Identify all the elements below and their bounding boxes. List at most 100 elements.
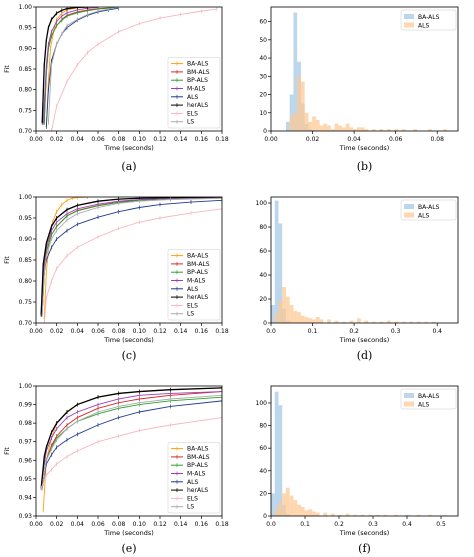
x-tick-label: 0.0 [266,521,276,528]
legend-label: ELS [187,302,198,309]
legend-label: ELS [187,110,198,117]
legend-label: LS [187,311,194,318]
legend-label: BA-ALS [187,61,209,68]
histogram-bar [394,129,399,131]
y-axis-label: Fit [3,447,11,455]
y-tick-label: 0.90 [19,45,33,52]
x-axis-label: Time (seconds) [339,336,390,344]
legend-label: ALS [418,402,429,409]
x-axis-label: Time (seconds) [339,529,390,537]
x-axis-label: Time (seconds) [103,144,154,152]
y-tick-label: 1.00 [19,383,33,390]
x-tick-label: 0.08 [431,136,445,143]
legend-label: ALS [418,213,429,220]
panel-caption: (f) [358,542,371,555]
histogram-bar [289,305,294,323]
legend-box [167,442,221,514]
x-tick-label: 0.16 [195,521,209,528]
histogram-bar [371,129,376,131]
y-tick-label: 80 [259,423,267,430]
legend-label: herALS [187,102,208,109]
y-tick-label: 0.90 [19,236,33,243]
histogram-bar [297,76,301,131]
histogram-bar [304,112,309,131]
x-tick-label: 0.14 [174,328,188,335]
histogram-bar [357,127,361,131]
histogram-bar [278,301,283,323]
histogram-bar [405,514,410,516]
histogram-bar [428,129,432,131]
histogram-bar [315,120,320,131]
histogram-bar [289,116,294,131]
histogram-bar [353,514,358,516]
y-tick-label: 40 [259,468,267,475]
histogram-bar [278,405,283,516]
legend-label: ALS [187,94,198,101]
y-tick-label: 0.80 [19,87,33,94]
x-tick-label: 0.12 [153,328,167,335]
legend-box [167,57,221,129]
y-tick-label: 100 [256,400,268,407]
y-axis-label: Fit [3,256,11,264]
histogram-bar [285,296,290,323]
panel-caption: (a) [121,160,136,173]
y-tick-label: 50 [259,37,267,44]
y-tick-label: 0.99 [19,402,33,409]
histogram-bar [375,514,380,516]
histogram-bar [319,125,324,131]
y-tick-label: 0.96 [19,457,33,464]
histogram-bar [424,321,429,323]
x-tick-label: 0.08 [112,136,126,143]
histogram-bar [327,125,331,131]
legend-label: BP-ALS [187,77,208,84]
x-tick-label: 0.08 [112,328,126,335]
y-tick-label: 0.95 [19,25,33,32]
y-tick-label: 20 [259,490,267,497]
x-tick-label: 0.02 [50,136,64,143]
legend-label: BP-ALS [187,462,208,469]
x-axis-label: Time (seconds) [103,336,154,344]
histogram-bar [345,123,350,131]
histogram-bar [431,321,436,323]
histogram-bar [293,311,298,323]
panel-caption: (b) [357,160,373,173]
histogram-bar [300,81,305,131]
plot-area [40,386,222,513]
histogram-bar [386,129,391,131]
histogram-bar [364,129,369,131]
panel-caption: (d) [357,349,373,362]
x-tick-label: 0.2 [349,328,359,335]
legend-label: M-ALS [187,471,206,478]
histogram-bar [282,287,286,323]
y-tick-label: 60 [259,19,267,26]
histogram-bar [293,500,298,516]
x-tick-label: 0.02 [50,521,64,528]
axes-frame [270,6,459,132]
plot-area [271,200,436,323]
panel-caption: (c) [122,349,137,362]
x-tick-label: 0.2 [334,521,344,528]
legend-label: herALS [187,487,208,494]
plot-area [40,197,222,323]
x-tick-label: 0.00 [264,136,278,143]
histogram-bar [338,514,343,516]
histogram-bar [308,509,313,516]
histogram-bar [334,320,339,323]
histogram-bar [271,305,275,323]
legend-swatch [404,212,414,218]
x-tick-label: 0.16 [195,328,209,335]
histogram-bar [297,504,301,516]
histogram-bar [315,317,320,323]
y-tick-label: 0.97 [19,439,33,446]
x-tick-label: 0.1 [308,328,318,335]
series-line-als [45,7,119,127]
x-tick-label: 0.16 [195,136,209,143]
histogram-bar [274,200,279,323]
histogram-bar [304,510,309,516]
y-tick-label: 30 [259,73,267,80]
x-tick-label: 0.02 [50,328,64,335]
y-tick-label: 20 [259,92,267,99]
histogram-bar [308,318,313,323]
series-line-ls [47,7,119,123]
chart-panel-c: 0.00 0.02 0.04 0.06 0.08 0.10 0.12 0.14 0.16 0.18… [3,194,229,362]
